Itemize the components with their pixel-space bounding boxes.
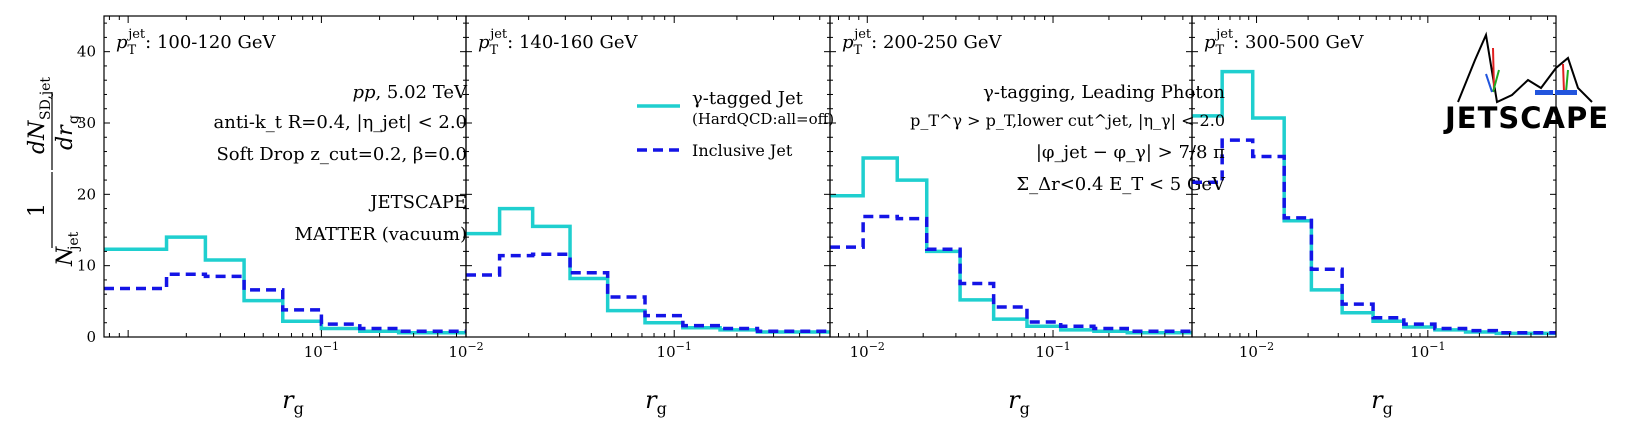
annotation-model: MATTER (vacuum) bbox=[295, 224, 468, 245]
x-tick-label: 10−1 bbox=[657, 340, 692, 361]
logo-text: JETSCAPE bbox=[1443, 101, 1609, 135]
x-tick-label: 10−1 bbox=[1410, 340, 1445, 361]
y-label-den-n: N bbox=[53, 246, 78, 267]
x-tick-label: 10−2 bbox=[448, 340, 483, 361]
series-gamma-tagged-2 bbox=[466, 206, 830, 334]
annotation-tagging: γ-tagging, Leading Photon bbox=[983, 82, 1225, 103]
panel-1: 0 10 20 30 40 10−1 pTjet: 100-120 GeV rg bbox=[77, 15, 467, 418]
series-inclusive-2 bbox=[466, 252, 830, 334]
y-axis-label: 1 N jet dN SD,jet dr g bbox=[25, 77, 82, 267]
logo-blue-mark bbox=[1535, 90, 1553, 95]
series-gamma-tagged-3 bbox=[830, 156, 1192, 335]
legend-gamma-sub: (HardQCD:all=off) bbox=[692, 110, 834, 128]
y-tick-label: 0 bbox=[86, 328, 96, 346]
x-tick-label: 10−1 bbox=[304, 340, 339, 361]
series-inclusive-3 bbox=[830, 214, 1192, 334]
y-label-one: 1 bbox=[25, 203, 50, 217]
y-label-dr: dr bbox=[53, 124, 78, 150]
panel-3: 10−2 10−1 pTjet: 200-250 GeV rg bbox=[829, 15, 1193, 418]
annotation-isolation: Σ_Δr<0.4 E_T < 5 GeV bbox=[1016, 174, 1226, 195]
y-tick-label: 40 bbox=[77, 43, 96, 61]
annotation-phi-cut: |φ_jet − φ_γ| > 7/8 π bbox=[1036, 142, 1225, 163]
panel-frame-2 bbox=[465, 15, 831, 338]
annotation-algo: anti-k_t R=0.4, |η_jet| < 2.0 bbox=[214, 112, 468, 133]
legend-inclusive-label: Inclusive Jet bbox=[692, 141, 793, 160]
annotation-collision: pp bbox=[352, 82, 376, 103]
logo-mountain-line bbox=[1457, 31, 1593, 104]
x-axis-label: rg bbox=[282, 386, 304, 418]
logo-green-stroke-2 bbox=[1565, 69, 1569, 93]
y-label-den-sub: jet bbox=[66, 231, 82, 252]
logo-blue-mark-2 bbox=[1555, 90, 1577, 95]
x-axis-label: rg bbox=[1371, 386, 1393, 418]
panel-2: 10−2 10−1 pTjet: 140-160 GeV rg bbox=[448, 15, 831, 418]
legend-gamma-label: γ-tagged Jet bbox=[692, 88, 804, 109]
panel-frame-4 bbox=[1191, 15, 1557, 338]
logo-red-stroke-2 bbox=[1562, 63, 1565, 93]
annotation-generator: JETSCAPE bbox=[368, 192, 467, 213]
x-axis-label: rg bbox=[1008, 386, 1030, 418]
x-tick-label: 10−1 bbox=[1035, 340, 1070, 361]
y-label-dn: dN bbox=[25, 120, 50, 154]
legend: γ-tagged Jet (HardQCD:all=off) Inclusive… bbox=[637, 88, 834, 160]
x-axis-label: rg bbox=[645, 386, 667, 418]
panel-pt-label: pTjet: 300-500 GeV bbox=[1204, 27, 1364, 58]
y-tick-label: 20 bbox=[77, 185, 96, 203]
panel-pt-label: pTjet: 200-250 GeV bbox=[842, 27, 1002, 58]
logo-green-stroke bbox=[1492, 69, 1500, 93]
y-label-num-group: N jet bbox=[53, 231, 82, 267]
series-gamma-tagged-1 bbox=[104, 235, 466, 335]
y-label-dr-sub: g bbox=[66, 115, 82, 124]
logo-red-stroke bbox=[1492, 47, 1495, 91]
jetscape-logo: JETSCAPE bbox=[1443, 31, 1609, 135]
panel-pt-label: pTjet: 100-120 GeV bbox=[116, 27, 276, 58]
logo-blue-stroke bbox=[1485, 73, 1493, 93]
y-label-den2-group: dr g bbox=[53, 115, 82, 150]
series-inclusive-4 bbox=[1192, 138, 1556, 335]
panel-3-annotations: γ-tagging, Leading Photon p_T^γ > p_T,lo… bbox=[910, 82, 1226, 195]
series-inclusive-1 bbox=[104, 272, 466, 334]
x-tick-label: 10−2 bbox=[1239, 340, 1274, 361]
panel-4: 10−2 10−1 pTjet: 300-500 GeV rg bbox=[1191, 15, 1557, 418]
panel-1-annotations: pp, 5.02 TeV anti-k_t R=0.4, |η_jet| < 2… bbox=[214, 82, 468, 245]
annotation-energy: pp, 5.02 TeV bbox=[352, 82, 468, 103]
annotation-softdrop: Soft Drop z_cut=0.2, β=0.0 bbox=[216, 144, 467, 165]
panel-pt-label: pTjet: 140-160 GeV bbox=[478, 27, 638, 58]
series-gamma-tagged-4 bbox=[1192, 69, 1556, 336]
annotation-photon-cut: p_T^γ > p_T,lower cut^jet, |η_γ| < 2.0 bbox=[910, 111, 1225, 130]
y-label-num2-group: dN SD,jet bbox=[25, 77, 54, 154]
y-label-dn-sub: SD,jet bbox=[38, 77, 54, 120]
y-tick-label: 30 bbox=[77, 114, 96, 132]
y-tick-label: 10 bbox=[77, 257, 96, 275]
x-tick-label: 10−2 bbox=[850, 340, 885, 361]
